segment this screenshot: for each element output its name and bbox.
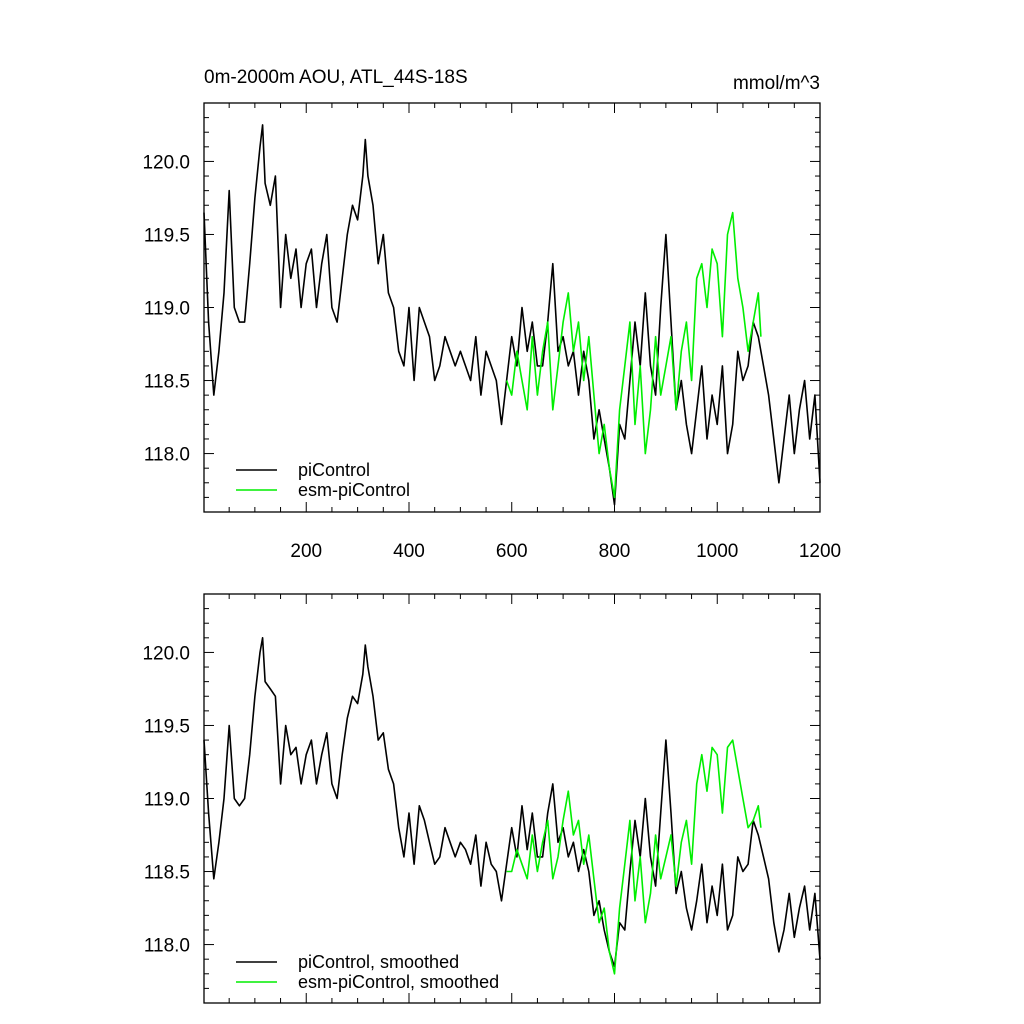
series-line-picontrol (203, 124, 821, 506)
series-line-picontrol-smoothed (203, 636, 821, 968)
top-legend: piControl esm-piControl (236, 460, 410, 500)
x-tick-label: 600 (496, 541, 528, 562)
top-axes: 118.0 118.5 119.0 119.5 120.0 200 400 600 800 100… (142, 102, 841, 562)
y-tick-label: 120.0 (142, 152, 190, 173)
legend-label-piControl-smoothed: piControl, smoothed (298, 952, 459, 972)
y-tick-label: 119.0 (144, 299, 190, 320)
top-chart-units: mmol/m^3 (733, 73, 820, 94)
legend-label-esm-piControl: esm-piControl (298, 480, 410, 500)
top-chart-panel: 0m-2000m AOU, ATL_44S-18S mmol/m^3 118.0… (142, 67, 841, 562)
y-tick-label: 118.5 (144, 863, 190, 884)
series-line-esm-picontrol-smoothed (506, 739, 762, 975)
y-tick-label: 119.0 (144, 790, 190, 811)
top-plot-frame (203, 102, 821, 513)
bottom-chart-panel: 118.0 118.5 119.0 119.5 120.0 piControl, smo… (142, 593, 821, 1004)
x-tick-label: 200 (290, 541, 322, 562)
bottom-series-group (203, 636, 821, 975)
top-series-group (203, 124, 821, 506)
y-tick-label: 118.5 (144, 372, 190, 393)
x-tick-label: 400 (393, 541, 425, 562)
x-tick-label: 1200 (799, 541, 841, 562)
y-tick-label: 118.0 (144, 445, 190, 466)
series-line-esm-picontrol (505, 211, 762, 499)
y-tick-label: 120.0 (142, 643, 190, 664)
legend-label-esm-piControl-smoothed: esm-piControl, smoothed (298, 972, 499, 992)
y-tick-label: 118.0 (144, 936, 190, 957)
top-chart-title: 0m-2000m AOU, ATL_44S-18S (204, 67, 468, 88)
bottom-legend: piControl, smoothed esm-piControl, smoot… (236, 952, 499, 992)
y-tick-label: 119.5 (144, 225, 190, 246)
x-tick-label: 1000 (696, 541, 738, 562)
y-tick-label: 119.5 (144, 716, 190, 737)
legend-label-piControl: piControl (298, 460, 370, 480)
bottom-plot-frame (203, 593, 821, 1004)
x-tick-label: 800 (599, 541, 631, 562)
